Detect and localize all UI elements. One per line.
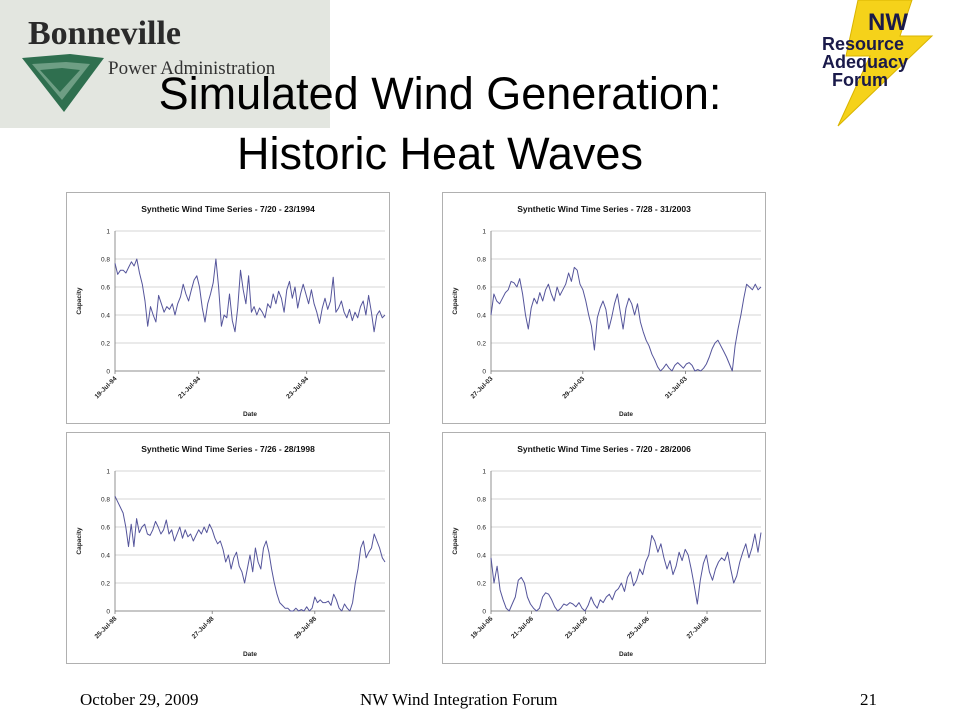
x-tick-label: 27-Jul-98 [191,615,216,640]
x-tick-label: 27-Jul-03 [470,375,495,400]
y-tick-label: 0.4 [101,553,110,560]
x-tick-label: 31-Jul-03 [664,375,689,400]
y-tick-label: 0.4 [477,313,486,320]
x-tick-label: 23-Jul-94 [285,375,310,400]
chart-2006: Synthetic Wind Time Series - 7/20 - 28/2… [442,432,766,664]
x-tick-label: 25-Jul-06 [626,615,651,640]
y-tick-label: 0.2 [101,341,110,348]
svg-text:NW: NW [868,9,908,36]
y-tick-label: 0.6 [477,525,486,532]
chart-title: Synthetic Wind Time Series - 7/26 - 28/1… [141,444,315,454]
series-line [490,266,762,372]
series-line [114,495,386,612]
x-tick-label: 25-Jul-98 [94,615,119,640]
bpa-logo: Bonneville Power Administration [0,0,330,128]
y-axis-label: Capacity [76,527,83,554]
x-tick-label: 29-Jul-03 [561,375,586,400]
chart-2006-svg: Synthetic Wind Time Series - 7/20 - 28/2… [452,444,762,658]
y-tick-label: 1 [482,469,486,476]
y-tick-label: 0.8 [477,257,486,264]
y-tick-label: 0.4 [101,313,110,320]
chart-2003-svg: Synthetic Wind Time Series - 7/28 - 31/2… [452,204,762,418]
x-axis-label: Date [619,411,633,418]
y-axis-label: Capacity [452,527,459,554]
series-line [114,258,386,333]
y-axis-label: Capacity [76,287,83,314]
x-tick-label: 27-Jul-06 [686,615,711,640]
chart-title: Synthetic Wind Time Series - 7/20 - 23/1… [141,204,315,214]
x-axis-label: Date [243,411,257,418]
y-tick-label: 0 [106,369,110,376]
y-tick-label: 0.2 [101,581,110,588]
x-tick-label: 23-Jul-06 [564,615,589,640]
nw-resource-adequacy-forum-logo: NW Resource Adequacy Forum [808,0,960,128]
slide-title-line-2: Historic Heat Waves [237,128,643,179]
y-tick-label: 0.6 [477,285,486,292]
y-tick-label: 0 [482,609,486,616]
svg-text:Power Administration: Power Administration [108,58,276,79]
chart-title: Synthetic Wind Time Series - 7/28 - 31/2… [517,204,691,214]
chart-1994: Synthetic Wind Time Series - 7/20 - 23/1… [66,192,390,424]
y-tick-label: 0.2 [477,341,486,348]
x-axis-label: Date [619,651,633,658]
y-tick-label: 0.4 [477,553,486,560]
series-line [490,532,762,612]
x-tick-label: 19-Jul-06 [470,615,495,640]
footer-date: October 29, 2009 [80,690,199,709]
y-tick-label: 0.8 [477,497,486,504]
y-tick-label: 0 [106,609,110,616]
footer-center: NW Wind Integration Forum [360,690,558,709]
y-tick-label: 1 [106,469,110,476]
chart-1994-svg: Synthetic Wind Time Series - 7/20 - 23/1… [76,204,386,418]
chart-1998: Synthetic Wind Time Series - 7/26 - 28/1… [66,432,390,664]
y-tick-label: 0.6 [101,285,110,292]
y-tick-label: 1 [482,229,486,236]
chart-2003: Synthetic Wind Time Series - 7/28 - 31/2… [442,192,766,424]
svg-text:Adequacy: Adequacy [822,52,908,72]
y-tick-label: 0.8 [101,497,110,504]
svg-text:Resource: Resource [822,34,904,54]
y-tick-label: 0.2 [477,581,486,588]
y-tick-label: 0.6 [101,525,110,532]
chart-title: Synthetic Wind Time Series - 7/20 - 28/2… [517,444,691,454]
svg-text:Bonneville: Bonneville [28,15,181,52]
slide-title-line-1: Simulated Wind Generation: [158,68,722,119]
y-tick-label: 1 [106,229,110,236]
slide-title: Simulated Wind Generation: Historic Heat… [0,64,880,184]
x-axis-label: Date [243,651,257,658]
svg-text:Forum: Forum [832,70,888,90]
y-axis-label: Capacity [452,287,459,314]
x-tick-label: 29-Jul-98 [293,615,318,640]
chart-1998-svg: Synthetic Wind Time Series - 7/26 - 28/1… [76,444,386,658]
y-tick-label: 0.8 [101,257,110,264]
x-tick-label: 19-Jul-94 [94,375,119,400]
footer-page-number: 21 [860,690,877,709]
x-tick-label: 21-Jul-94 [177,375,202,400]
y-tick-label: 0 [482,369,486,376]
x-tick-label: 21-Jul-06 [510,615,535,640]
